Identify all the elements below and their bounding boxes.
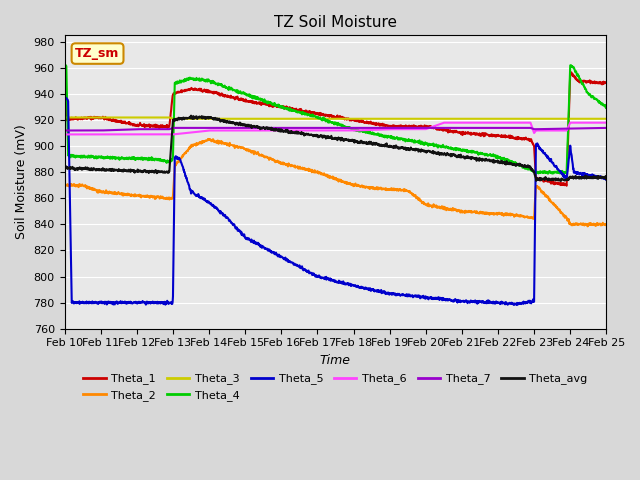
Theta_1 (369, 120, 377, 126)
Theta_6 (125, 132, 132, 137)
Line: Theta_1: Theta_1 (65, 72, 606, 186)
Theta_7 (602, 125, 610, 131)
Theta_1 (602, 80, 610, 86)
Theta_1 (61, 71, 68, 77)
Theta_4 (125, 156, 132, 161)
Theta_2 (204, 136, 212, 142)
Theta_5 (312, 274, 319, 279)
Theta_3 (302, 116, 310, 121)
Title: TZ Soil Moisture: TZ Soil Moisture (274, 15, 397, 30)
Theta_5 (302, 267, 310, 273)
Theta_2 (312, 169, 319, 175)
Theta_4 (291, 108, 298, 114)
Theta_2 (61, 182, 68, 188)
Theta_4 (61, 66, 68, 72)
Theta_3 (291, 116, 299, 121)
Theta_avg (188, 113, 195, 119)
Theta_6 (312, 128, 319, 133)
Theta_3 (169, 116, 177, 121)
Text: TZ_sm: TZ_sm (76, 47, 120, 60)
Line: Theta_2: Theta_2 (65, 139, 606, 227)
Theta_avg (61, 164, 68, 169)
Theta_3 (61, 115, 68, 120)
Theta_6 (602, 120, 610, 126)
Theta_6 (291, 128, 298, 133)
Theta_avg (291, 131, 299, 136)
Theta_7 (102, 127, 110, 133)
Theta_avg (557, 178, 564, 184)
Theta_5 (602, 177, 610, 182)
Theta_7 (312, 125, 319, 131)
Theta_2 (302, 167, 310, 172)
Theta_3 (125, 115, 132, 120)
Theta_6 (61, 132, 68, 137)
Theta_5 (102, 299, 110, 305)
Theta_4 (567, 62, 575, 68)
Theta_5 (369, 286, 377, 292)
Line: Theta_4: Theta_4 (65, 65, 606, 174)
Theta_2 (369, 184, 377, 190)
Theta_2 (584, 224, 591, 229)
Theta_avg (602, 175, 610, 180)
Theta_2 (291, 163, 299, 168)
Theta_7 (125, 127, 132, 132)
Theta_avg (369, 141, 377, 147)
Theta_7 (169, 125, 177, 131)
Theta_7 (302, 125, 310, 131)
Theta_3 (602, 116, 610, 121)
Theta_4 (102, 155, 110, 160)
Theta_2 (602, 222, 610, 228)
Theta_1 (102, 116, 110, 121)
Theta_3 (369, 116, 377, 121)
Theta_4 (369, 131, 377, 137)
Line: Theta_3: Theta_3 (65, 118, 606, 119)
Y-axis label: Soil Moisture (mV): Soil Moisture (mV) (15, 125, 28, 240)
Line: Theta_6: Theta_6 (65, 123, 606, 134)
Line: Theta_7: Theta_7 (65, 128, 606, 131)
Theta_avg (125, 168, 132, 174)
Theta_6 (440, 120, 448, 126)
Theta_7 (369, 125, 377, 131)
Theta_3 (102, 115, 110, 120)
Theta_1 (125, 120, 132, 125)
Theta_5 (125, 299, 132, 305)
Theta_2 (102, 189, 110, 195)
Theta_1 (567, 70, 575, 75)
X-axis label: Time: Time (320, 354, 351, 367)
Legend: Theta_1, Theta_2, Theta_3, Theta_4, Theta_5, Theta_6, Theta_7, Theta_avg: Theta_1, Theta_2, Theta_3, Theta_4, Thet… (79, 369, 592, 405)
Theta_7 (291, 125, 299, 131)
Theta_6 (369, 127, 377, 132)
Theta_6 (302, 128, 310, 133)
Theta_avg (102, 167, 110, 172)
Theta_2 (125, 191, 132, 197)
Theta_4 (602, 105, 610, 111)
Theta_3 (312, 116, 319, 121)
Theta_1 (302, 108, 310, 113)
Theta_4 (312, 113, 319, 119)
Theta_5 (510, 302, 518, 308)
Line: Theta_5: Theta_5 (65, 97, 606, 305)
Theta_avg (312, 133, 319, 139)
Theta_1 (291, 106, 298, 112)
Theta_avg (302, 131, 310, 137)
Theta_1 (563, 183, 570, 189)
Theta_5 (61, 95, 68, 100)
Theta_6 (102, 132, 110, 137)
Theta_4 (558, 171, 566, 177)
Theta_7 (61, 128, 68, 133)
Theta_5 (291, 261, 298, 267)
Theta_1 (312, 110, 319, 116)
Theta_4 (302, 111, 310, 117)
Line: Theta_avg: Theta_avg (65, 116, 606, 181)
